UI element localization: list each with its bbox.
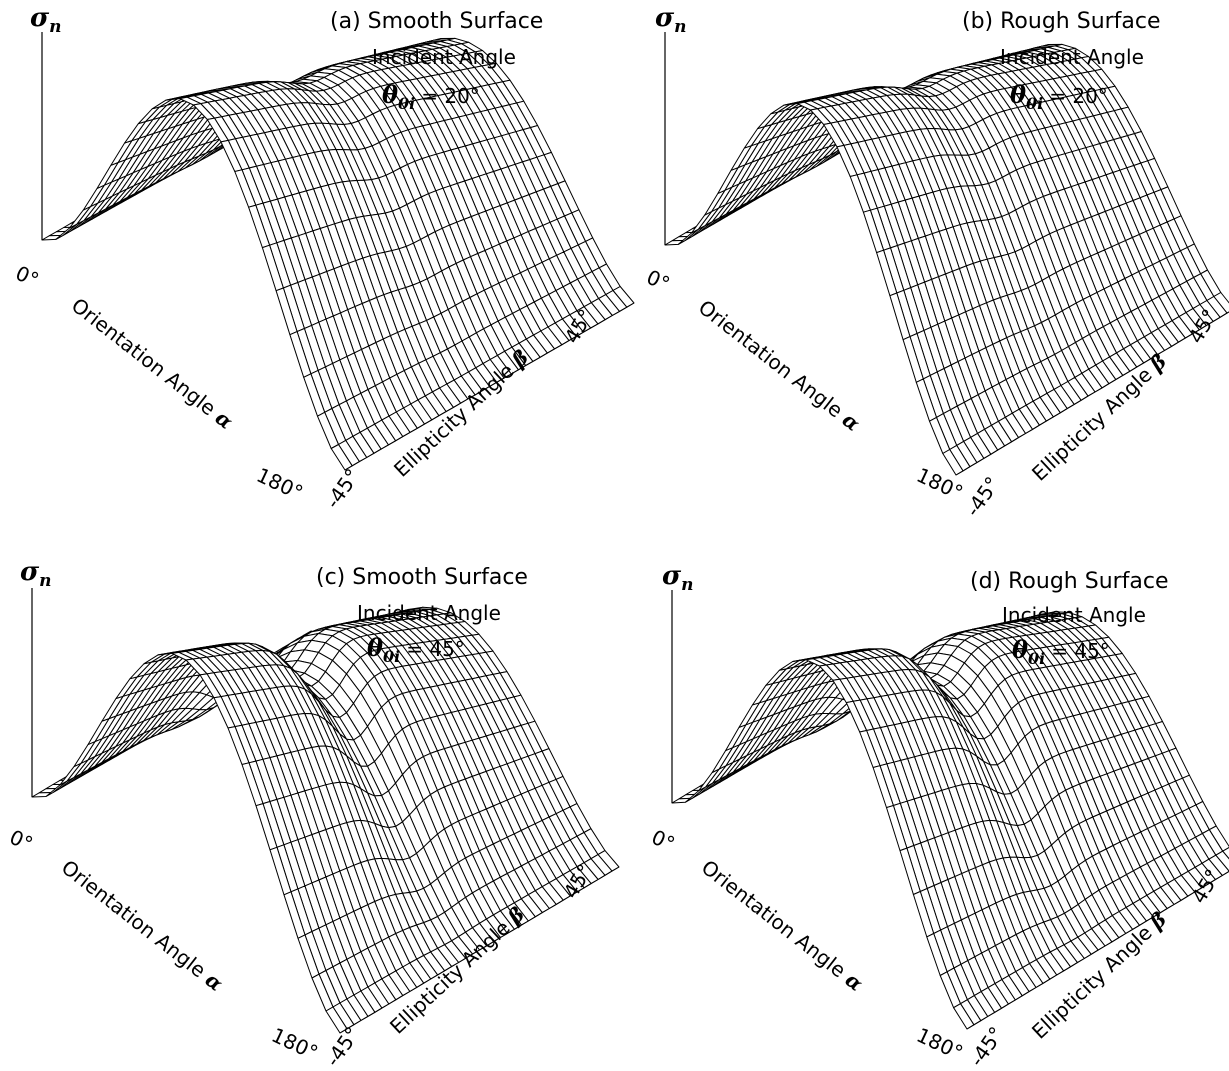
surface-mesh-d (671, 590, 1229, 1030)
surface-mesh-a (41, 32, 635, 471)
surface-end-cap (626, 302, 635, 308)
panel-c: σn (c) Smooth Surface Incident Angle θ0i… (6, 557, 620, 1071)
z-axis-label-b: σn (655, 3, 687, 37)
incident-angle-d: θ0i = 45° (1012, 635, 1110, 668)
incident-angle-c: θ0i = 45° (367, 633, 465, 666)
incident-angle-b: θ0i = 20° (1010, 80, 1108, 113)
panel-title-b: (b) Rough Surface (962, 9, 1161, 34)
panel-title-a: (a) Smooth Surface (330, 9, 543, 34)
z-axis-label-c: σn (20, 557, 52, 591)
panel-b: σn (b) Rough Surface Incident Angle θ0i =… (643, 3, 1229, 521)
z-axis-label-a: σn (30, 3, 62, 37)
incident-label-d: Incident Angle (1002, 603, 1146, 627)
incident-label-c: Incident Angle (357, 601, 501, 625)
incident-angle-a: θ0i = 20° (382, 80, 480, 113)
panel-title-c: (c) Smooth Surface (316, 565, 528, 590)
surface-end-cap (1222, 870, 1229, 876)
surface-mesh-b (664, 32, 1229, 476)
incident-label-b: Incident Angle (1000, 45, 1144, 69)
surface-mesh-c (31, 588, 620, 1034)
incident-label-a: Incident Angle (372, 45, 516, 69)
panel-title-d: (d) Rough Surface (970, 569, 1169, 594)
z-axis-label-d: σn (662, 561, 694, 595)
surface-end-cap (611, 866, 620, 872)
surface-cell (1222, 846, 1229, 860)
